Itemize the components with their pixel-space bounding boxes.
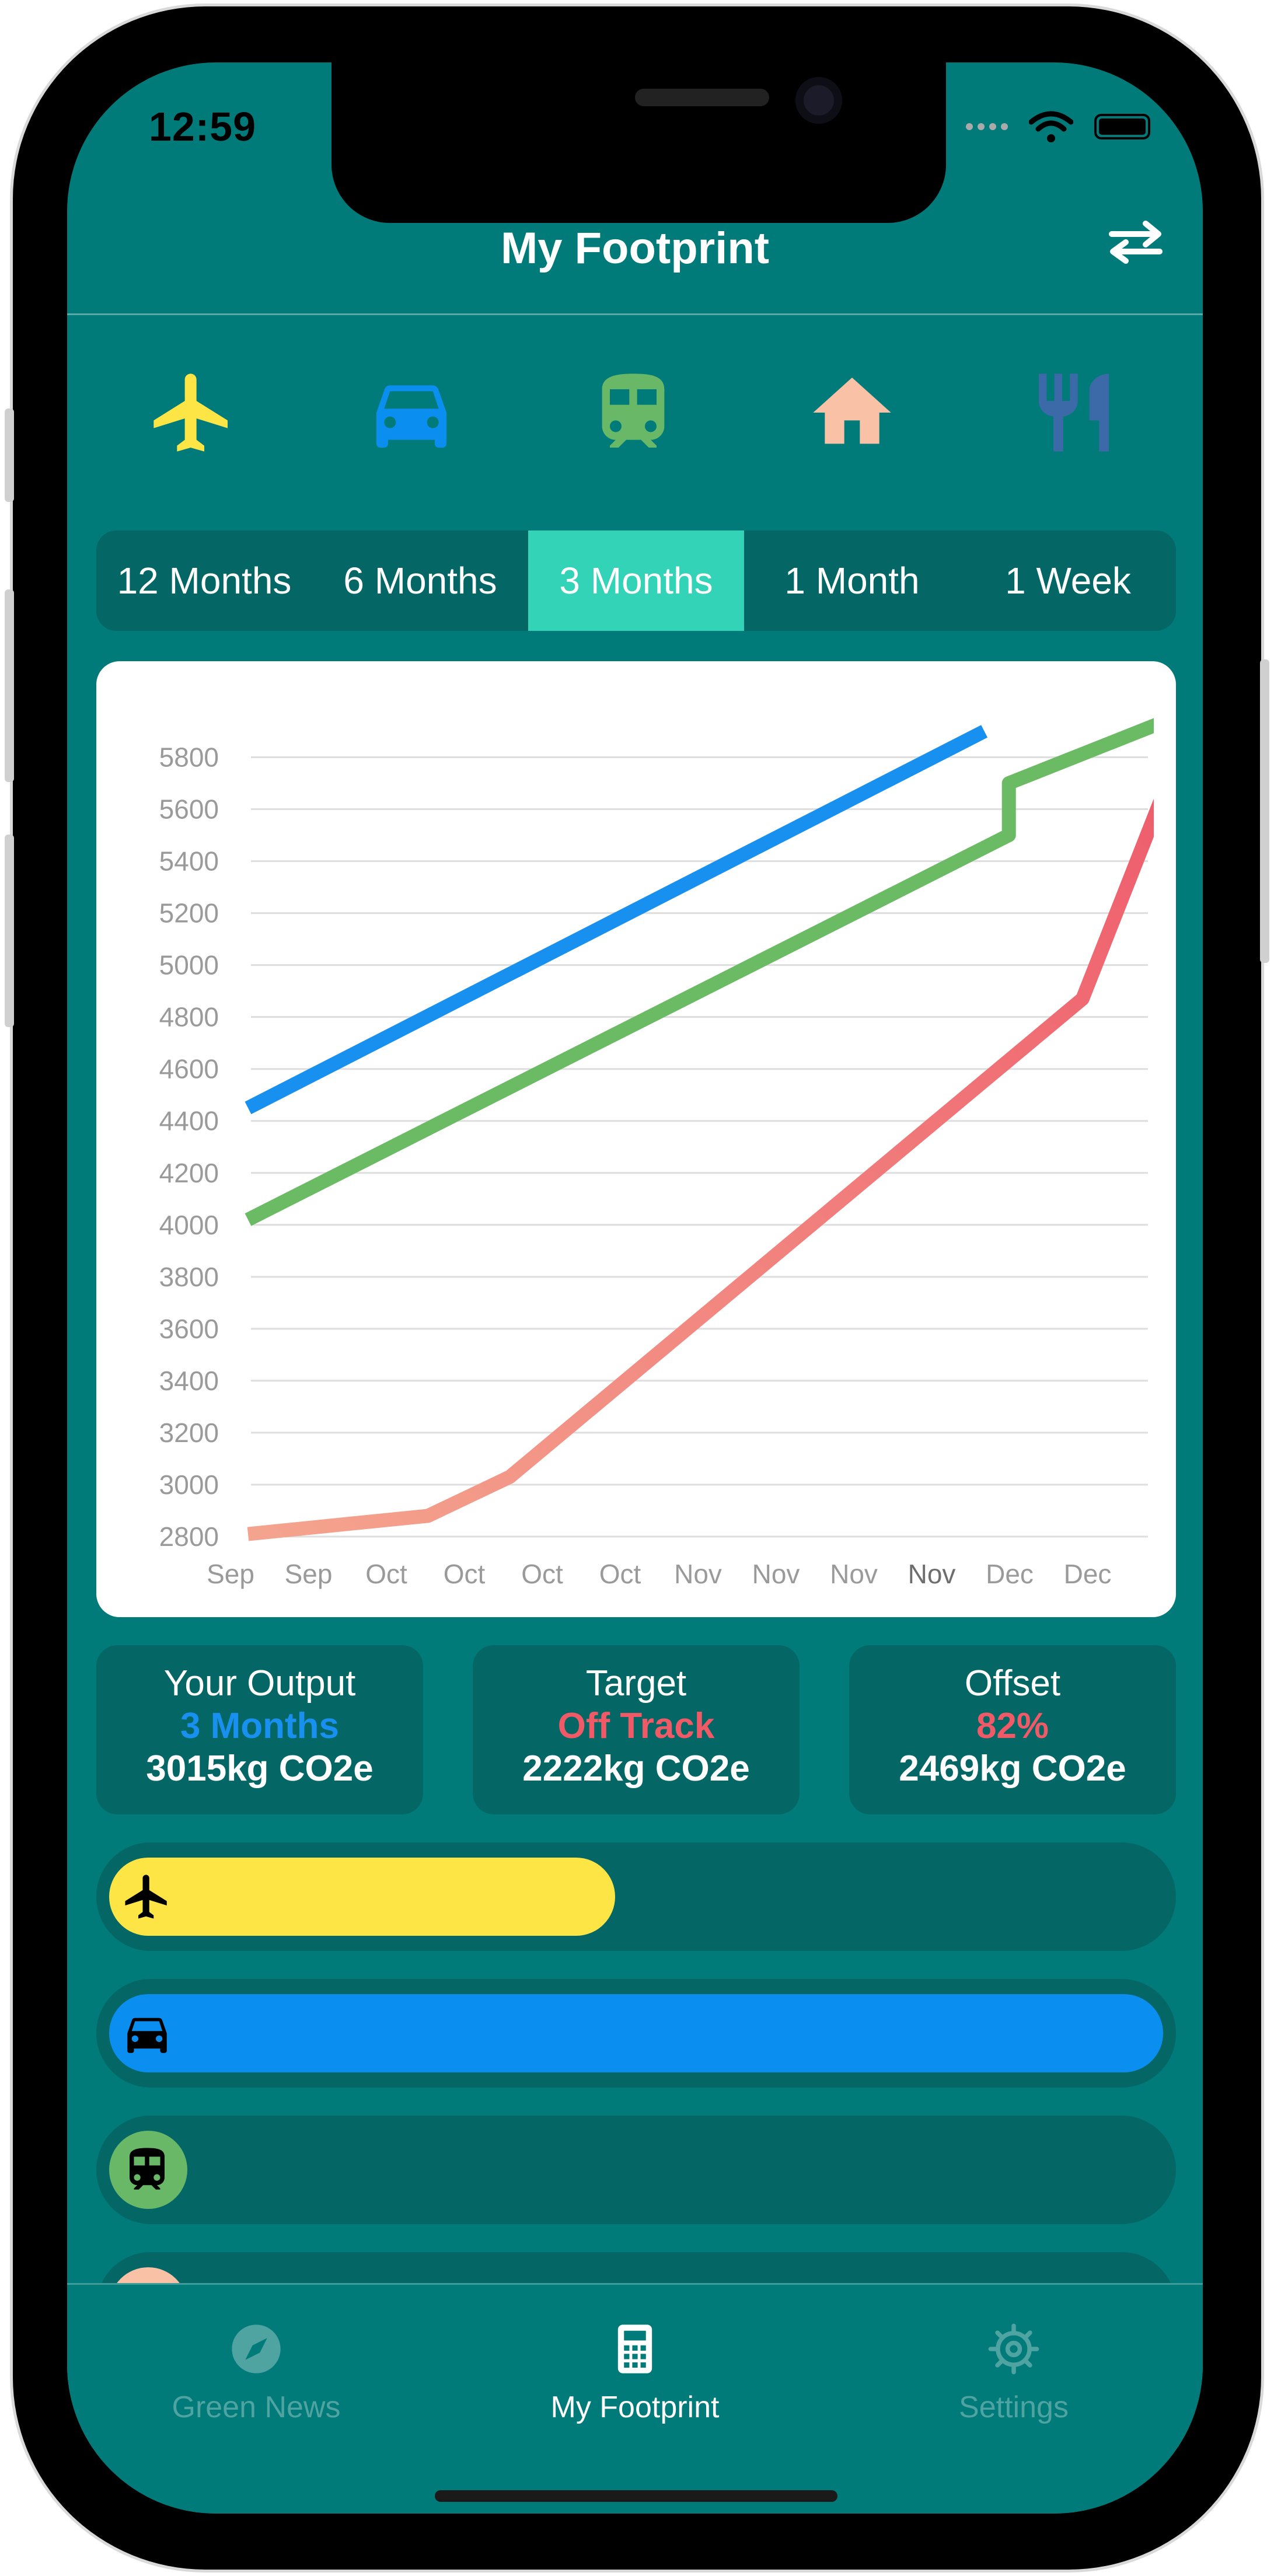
y-tick-label: 3800 [159, 1262, 219, 1292]
calculator-icon [617, 2324, 652, 2373]
period-12-months[interactable]: 12 Months [117, 560, 292, 602]
stat-percent: 82% [976, 1706, 1049, 1746]
stat-offset: Offset 82% 2469kg CO2e [849, 1645, 1176, 1814]
volume-up-button [5, 589, 14, 782]
camera [795, 77, 842, 124]
x-tick-label: Oct [365, 1559, 407, 1589]
power-button [1260, 659, 1269, 963]
car-icon [127, 2017, 167, 2053]
stat-label: Your Output [163, 1663, 356, 1704]
y-tick-label: 5600 [159, 794, 219, 825]
stat-status: Off Track [557, 1706, 715, 1746]
category-home-button[interactable] [805, 366, 899, 459]
cellular-signal-icon [966, 123, 1008, 130]
battery-icon [1094, 114, 1150, 139]
period-1-month[interactable]: 1 Month [784, 560, 920, 602]
category-car-button[interactable] [365, 366, 458, 459]
x-tick-label: Sep [207, 1559, 254, 1589]
tab-label: Green News [172, 2390, 341, 2424]
x-tick-label: Dec [1064, 1559, 1112, 1589]
stat-value: 3015kg CO2e [146, 1748, 374, 1789]
period-6-months[interactable]: 6 Months [343, 560, 497, 602]
y-tick-label: 5000 [159, 950, 219, 980]
tab-label: My Footprint [550, 2390, 720, 2424]
airplane-icon [153, 374, 228, 452]
y-tick-label: 4600 [159, 1054, 219, 1084]
breakdown-bar-train [96, 2116, 1176, 2224]
y-tick-label: 4000 [159, 1210, 219, 1240]
x-tick-label: Sep [285, 1559, 333, 1589]
train-icon [130, 2148, 165, 2190]
compass-icon [232, 2324, 281, 2373]
x-tick-label: Dec [986, 1559, 1034, 1589]
y-tick-label: 2800 [159, 1521, 219, 1552]
car-icon [376, 385, 446, 448]
category-food-button[interactable] [1027, 366, 1121, 459]
footprint-chart-card: 2800 3000 3200 3400 3600 3800 4000 4200 4400 4600… [96, 661, 1176, 1617]
category-flights-button[interactable] [146, 366, 239, 459]
footprint-line-chart: 2800 3000 3200 3400 3600 3800 4000 4200 4400 4600… [159, 718, 1154, 1589]
status-indicators [966, 110, 1150, 143]
series-line-0 [245, 725, 988, 1115]
y-tick-label: 4800 [159, 1002, 219, 1032]
speaker [635, 89, 769, 106]
period-1-week[interactable]: 1 Week [1005, 560, 1131, 602]
x-tick-label: Oct [444, 1559, 486, 1589]
volume-down-button [5, 835, 14, 1027]
wifi-icon [1029, 111, 1073, 142]
status-time: 12:59 [149, 104, 257, 149]
y-tick-label: 3600 [159, 1314, 219, 1344]
stat-value: 2469kg CO2e [899, 1748, 1126, 1789]
swap-arrows-button[interactable] [1104, 215, 1168, 268]
stat-your-output: Your Output 3 Months 3015kg CO2e [96, 1645, 423, 1814]
y-tick-label: 4200 [159, 1158, 219, 1188]
x-tick-label: Oct [521, 1559, 563, 1589]
x-tick-label: Nov [752, 1559, 800, 1589]
airplane-icon [125, 1875, 167, 1919]
stat-target: Target Off Track 2222kg CO2e [473, 1645, 800, 1814]
app-screen: 12:59 My Footprint [67, 62, 1203, 2514]
series-line-2 [247, 798, 1154, 1541]
gear-icon [988, 2323, 1039, 2375]
y-tick-label: 5400 [159, 846, 219, 877]
y-tick-label: 5800 [159, 742, 219, 773]
breakdown-fill [109, 1994, 1163, 2072]
page-title: My Footprint [500, 224, 770, 273]
tab-green-news[interactable]: Green News [67, 2285, 445, 2437]
x-tick-label: Oct [599, 1559, 641, 1589]
series-line-1 [245, 718, 1154, 1226]
home-icon [813, 378, 891, 444]
home-indicator [435, 2490, 837, 2502]
stat-period: 3 Months [180, 1706, 340, 1746]
train-icon [602, 374, 665, 448]
y-tick-label: 3400 [159, 1366, 219, 1396]
y-tick-label: 5200 [159, 898, 219, 929]
x-tick-label: Nov [908, 1559, 956, 1589]
x-tick-label: Nov [830, 1559, 878, 1589]
stat-value: 2222kg CO2e [522, 1748, 750, 1789]
period-selector: 12 Months 6 Months 3 Months 1 Month 1 We… [96, 530, 1176, 631]
breakdown-fill [109, 1858, 615, 1936]
y-tick-label: 3000 [159, 1469, 219, 1500]
y-tick-label: 4400 [159, 1106, 219, 1136]
category-train-button[interactable] [587, 366, 680, 459]
x-tick-label: Nov [674, 1559, 722, 1589]
breakdown-bar-flights [96, 1842, 1176, 1951]
tab-my-footprint[interactable]: My Footprint [446, 2285, 824, 2437]
tab-settings[interactable]: Settings [825, 2285, 1203, 2437]
mute-switch [5, 409, 14, 502]
y-tick-label: 3200 [159, 1418, 219, 1448]
period-3-months[interactable]: 3 Months [528, 530, 744, 631]
nav-divider [67, 313, 1203, 315]
stat-label: Target [585, 1663, 687, 1704]
notch [331, 62, 946, 223]
tab-label: Settings [959, 2390, 1069, 2424]
swap-arrows-icon [1109, 221, 1163, 264]
breakdown-bar-car [96, 1979, 1176, 2088]
stat-label: Offset [964, 1663, 1061, 1704]
fork-knife-icon [1039, 374, 1109, 452]
tab-bar: Green News My Footprint [67, 2283, 1203, 2514]
